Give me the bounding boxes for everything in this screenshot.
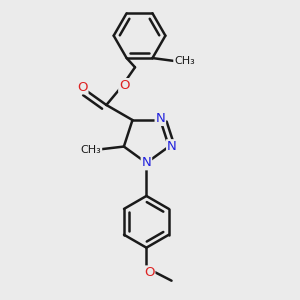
Text: N: N	[155, 112, 165, 125]
Text: O: O	[144, 266, 154, 279]
Text: CH₃: CH₃	[174, 56, 195, 66]
Text: CH₃: CH₃	[81, 145, 101, 154]
Text: N: N	[167, 140, 177, 153]
Text: N: N	[142, 156, 151, 170]
Text: O: O	[119, 79, 130, 92]
Text: O: O	[77, 80, 88, 94]
